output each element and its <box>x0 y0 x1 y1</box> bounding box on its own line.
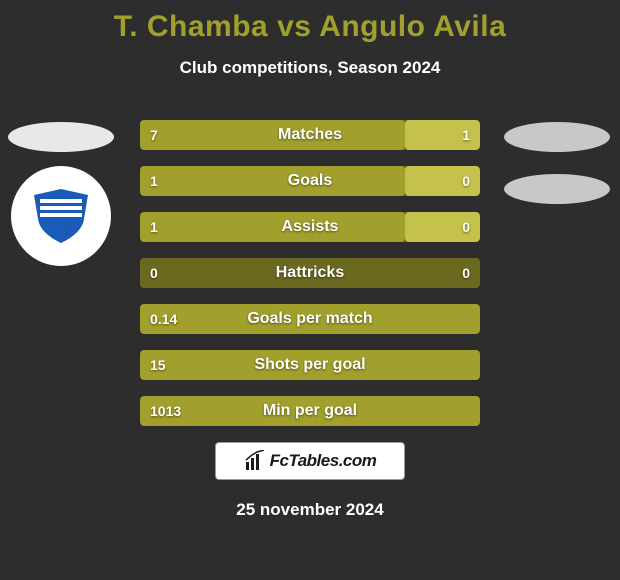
page-title: T. Chamba vs Angulo Avila <box>0 10 620 44</box>
right-ellipse-1 <box>504 122 610 152</box>
stat-label: Matches <box>140 120 480 150</box>
team-badge-left <box>11 166 111 266</box>
source-logo-text: FcTables.com <box>270 451 377 471</box>
left-ellipse-1 <box>8 122 114 152</box>
comparison-bars: 71Matches 10Goals 10Assists 00Hattricks 0.14… <box>140 120 480 442</box>
container: T. Chamba vs Angulo Avila Club competiti… <box>0 0 620 580</box>
stat-bar: 1013Min per goal <box>140 396 480 426</box>
stat-label: Goals per match <box>140 304 480 334</box>
page-subtitle: Club competitions, Season 2024 <box>0 58 620 78</box>
stat-label: Hattricks <box>140 258 480 288</box>
team-badge-icon <box>30 185 92 247</box>
left-column <box>8 120 114 266</box>
right-ellipse-2 <box>504 174 610 204</box>
stat-bar: 15Shots per goal <box>140 350 480 380</box>
stat-label: Min per goal <box>140 396 480 426</box>
date-text: 25 november 2024 <box>0 500 620 520</box>
stat-label: Shots per goal <box>140 350 480 380</box>
source-logo-box: FcTables.com <box>215 442 405 480</box>
stat-bar: 0.14Goals per match <box>140 304 480 334</box>
chart-icon <box>244 450 266 472</box>
right-column <box>504 120 610 204</box>
stat-bar: 10Goals <box>140 166 480 196</box>
stat-label: Assists <box>140 212 480 242</box>
stat-bar: 71Matches <box>140 120 480 150</box>
stat-bar: 00Hattricks <box>140 258 480 288</box>
stat-label: Goals <box>140 166 480 196</box>
stat-bar: 10Assists <box>140 212 480 242</box>
